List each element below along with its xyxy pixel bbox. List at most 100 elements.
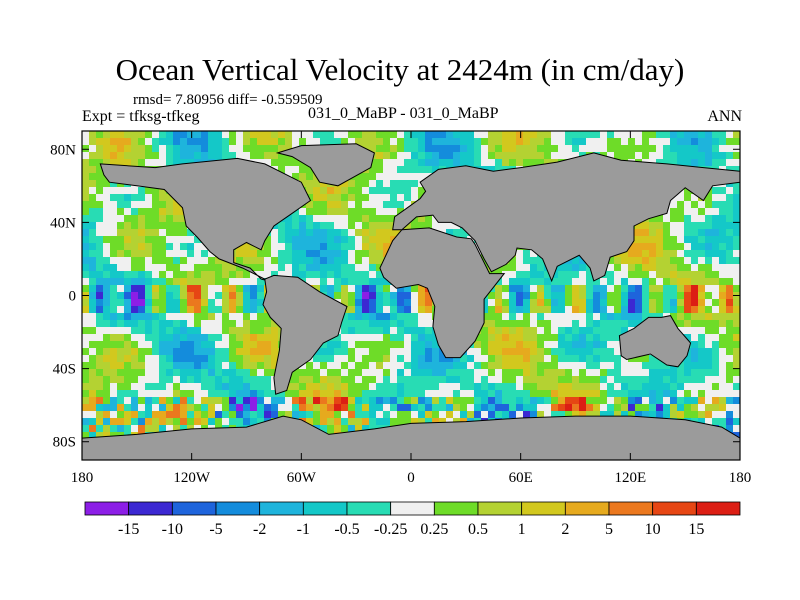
field-cell (663, 250, 670, 257)
field-cell (446, 369, 453, 376)
field-cell (89, 362, 96, 369)
field-cell (551, 145, 558, 152)
field-cell (124, 404, 131, 411)
field-cell (166, 194, 173, 201)
field-cell (236, 418, 243, 425)
field-cell (544, 390, 551, 397)
field-cell (320, 355, 327, 362)
field-cell (642, 362, 649, 369)
field-cell (495, 159, 502, 166)
field-cell (138, 131, 145, 138)
field-cell (362, 194, 369, 201)
field-cell (551, 404, 558, 411)
field-cell (621, 313, 628, 320)
field-cell (600, 138, 607, 145)
field-cell (663, 145, 670, 152)
field-cell (124, 334, 131, 341)
field-cell (103, 397, 110, 404)
field-cell (152, 152, 159, 159)
field-cell (509, 341, 516, 348)
field-cell (593, 362, 600, 369)
field-cell (187, 271, 194, 278)
field-cell (89, 390, 96, 397)
field-cell (131, 411, 138, 418)
field-cell (418, 159, 425, 166)
field-cell (250, 306, 257, 313)
field-cell (355, 250, 362, 257)
field-cell (642, 390, 649, 397)
field-cell (411, 187, 418, 194)
field-cell (278, 264, 285, 271)
field-cell (215, 152, 222, 159)
field-cell (264, 327, 271, 334)
field-cell (572, 313, 579, 320)
field-cell (187, 292, 194, 299)
field-cell (222, 418, 229, 425)
field-cell (621, 292, 628, 299)
field-cell (152, 334, 159, 341)
field-cell (138, 236, 145, 243)
field-cell (96, 138, 103, 145)
field-cell (110, 201, 117, 208)
field-cell (306, 397, 313, 404)
field-cell (138, 159, 145, 166)
field-cell (411, 327, 418, 334)
field-cell (187, 243, 194, 250)
field-cell (670, 159, 677, 166)
field-cell (110, 292, 117, 299)
field-cell (82, 131, 89, 138)
field-cell (369, 236, 376, 243)
field-cell (600, 313, 607, 320)
field-cell (159, 152, 166, 159)
field-cell (138, 306, 145, 313)
field-cell (180, 320, 187, 327)
field-cell (355, 348, 362, 355)
field-cell (621, 250, 628, 257)
field-cell (264, 320, 271, 327)
field-cell (649, 411, 656, 418)
field-cell (145, 292, 152, 299)
field-cell (341, 397, 348, 404)
field-cell (502, 320, 509, 327)
field-cell (705, 306, 712, 313)
field-cell (663, 222, 670, 229)
field-cell (726, 404, 733, 411)
field-cell (250, 369, 257, 376)
field-cell (642, 138, 649, 145)
field-cell (180, 152, 187, 159)
field-cell (572, 348, 579, 355)
colorbar-swatch (84, 501, 130, 516)
field-cell (418, 138, 425, 145)
field-cell (712, 222, 719, 229)
field-cell (425, 222, 432, 229)
field-cell (103, 250, 110, 257)
field-cell (376, 285, 383, 292)
field-cell (131, 138, 138, 145)
field-cell (208, 327, 215, 334)
field-cell (376, 173, 383, 180)
field-cell (110, 313, 117, 320)
field-cell (600, 299, 607, 306)
field-cell (369, 306, 376, 313)
field-cell (404, 222, 411, 229)
field-cell (432, 166, 439, 173)
field-cell (607, 292, 614, 299)
field-cell (544, 362, 551, 369)
field-cell (243, 327, 250, 334)
field-cell (712, 404, 719, 411)
field-cell (733, 236, 740, 243)
field-cell (719, 229, 726, 236)
field-cell (194, 355, 201, 362)
field-cell (642, 278, 649, 285)
field-cell (663, 285, 670, 292)
y-tick-label: 40S (53, 362, 76, 378)
field-cell (621, 369, 628, 376)
field-cell (89, 166, 96, 173)
field-cell (607, 411, 614, 418)
field-cell (390, 229, 397, 236)
field-cell (215, 257, 222, 264)
field-cell (593, 355, 600, 362)
field-cell (698, 285, 705, 292)
field-cell (124, 187, 131, 194)
field-cell (173, 264, 180, 271)
